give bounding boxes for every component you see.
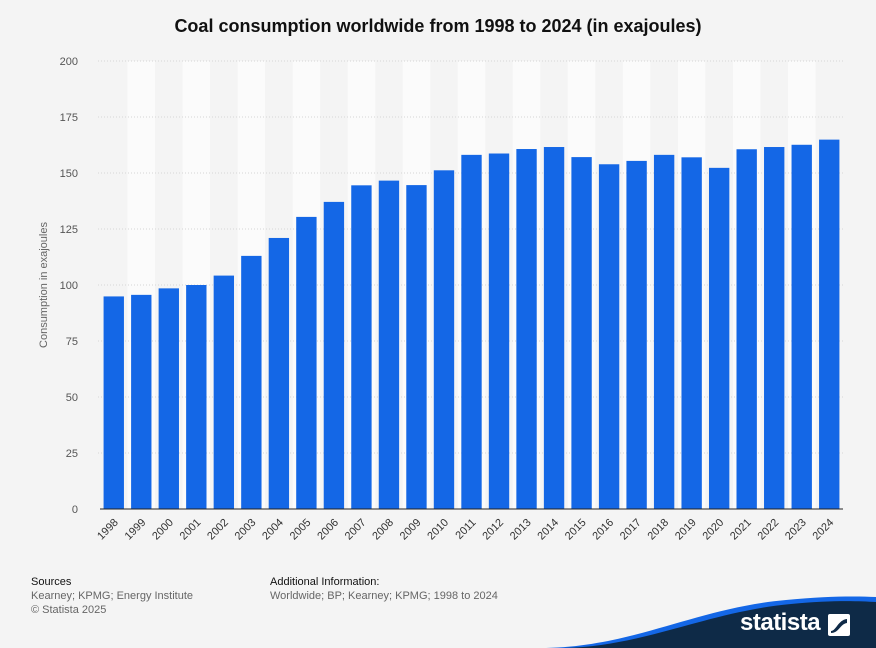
bar-2000 — [158, 288, 179, 509]
x-tick-label: 1998 — [95, 517, 121, 543]
bar-2024 — [819, 139, 840, 509]
additional-info-text: Worldwide; BP; Kearney; KPMG; 1998 to 20… — [270, 590, 498, 602]
bar-2002 — [213, 275, 235, 509]
y-tick-label: 175 — [60, 112, 78, 124]
sources-block: Sources Kearney; KPMG; Energy Institute … — [31, 575, 193, 617]
x-tick-label: 2021 — [728, 517, 754, 543]
bar-2005 — [296, 216, 317, 510]
y-tick-label: 25 — [66, 448, 78, 460]
bar-2009 — [406, 185, 427, 509]
bar-2018 — [653, 154, 675, 509]
x-tick-label: 2005 — [288, 517, 314, 543]
y-tick-label: 0 — [72, 504, 78, 516]
y-tick-label: 200 — [60, 56, 78, 68]
bar-2006 — [323, 201, 345, 509]
statista-logo-text[interactable]: statista — [740, 609, 821, 636]
x-tick-label: 2009 — [398, 517, 424, 543]
bar-2004 — [268, 237, 290, 509]
x-tick-label: 1999 — [123, 517, 149, 543]
x-tick-label: 2006 — [315, 517, 341, 543]
y-tick-label: 75 — [66, 336, 78, 348]
x-tick-label: 2008 — [370, 517, 396, 543]
x-tick-label: 2023 — [783, 517, 809, 543]
bar-2019 — [681, 157, 702, 509]
bar-2011 — [461, 154, 482, 509]
sources-heading: Sources — [31, 576, 72, 588]
x-tick-label: 2000 — [150, 517, 176, 543]
x-tick-label: 2022 — [756, 517, 782, 543]
x-tick-label: 2019 — [673, 517, 699, 543]
bar-2007 — [351, 185, 372, 509]
bar-2008 — [378, 180, 400, 509]
x-tick-label: 2001 — [178, 517, 204, 543]
x-tick-label: 2017 — [618, 517, 644, 543]
copyright-text: © Statista 2025 — [31, 604, 107, 616]
x-tick-label: 2003 — [233, 517, 259, 543]
bar-2022 — [764, 147, 785, 510]
sources-text: Kearney; KPMG; Energy Institute — [31, 590, 194, 602]
bar-2023 — [791, 144, 812, 509]
y-tick-label: 125 — [60, 224, 78, 236]
bar-1998 — [103, 296, 124, 509]
x-tick-label: 2024 — [811, 517, 837, 543]
y-axis-label: Consumption in exajoules — [38, 222, 50, 348]
bar-2013 — [516, 149, 537, 510]
x-tick-label: 2020 — [700, 517, 726, 543]
bar-2021 — [736, 149, 757, 510]
bar-2014 — [543, 147, 565, 510]
y-tick-label: 100 — [60, 280, 78, 292]
x-tick-label: 2004 — [260, 517, 286, 543]
bar-2020 — [708, 167, 730, 509]
bar-2017 — [626, 160, 647, 510]
statista-mark-icon — [828, 614, 850, 636]
x-tick-label: 2012 — [480, 517, 506, 543]
additional-info-heading: Additional Information: — [270, 576, 380, 588]
x-tick-label: 2015 — [563, 517, 589, 543]
additional-info-block: Additional Information: Worldwide; BP; K… — [270, 575, 498, 603]
x-tick-label: 2007 — [343, 517, 369, 543]
x-tick-label: 2011 — [453, 517, 478, 542]
brand-wave-icon — [546, 596, 876, 648]
y-tick-label: 50 — [66, 392, 78, 404]
chart-title: Coal consumption worldwide from 1998 to … — [174, 16, 702, 36]
x-tick-label: 2010 — [425, 517, 451, 543]
bar-2003 — [241, 255, 262, 509]
bar-2015 — [571, 157, 592, 509]
x-tick-label: 2018 — [645, 517, 671, 543]
bar-2012 — [488, 153, 510, 509]
y-tick-label: 150 — [60, 168, 78, 180]
bar-2001 — [186, 285, 207, 509]
x-tick-label: 2016 — [590, 517, 616, 543]
x-tick-label: 2014 — [535, 517, 561, 543]
bar-2016 — [598, 164, 620, 510]
x-tick-label: 2002 — [205, 517, 231, 543]
bar-1999 — [131, 294, 152, 509]
x-tick-label: 2013 — [508, 517, 534, 543]
bar-2010 — [433, 170, 455, 509]
